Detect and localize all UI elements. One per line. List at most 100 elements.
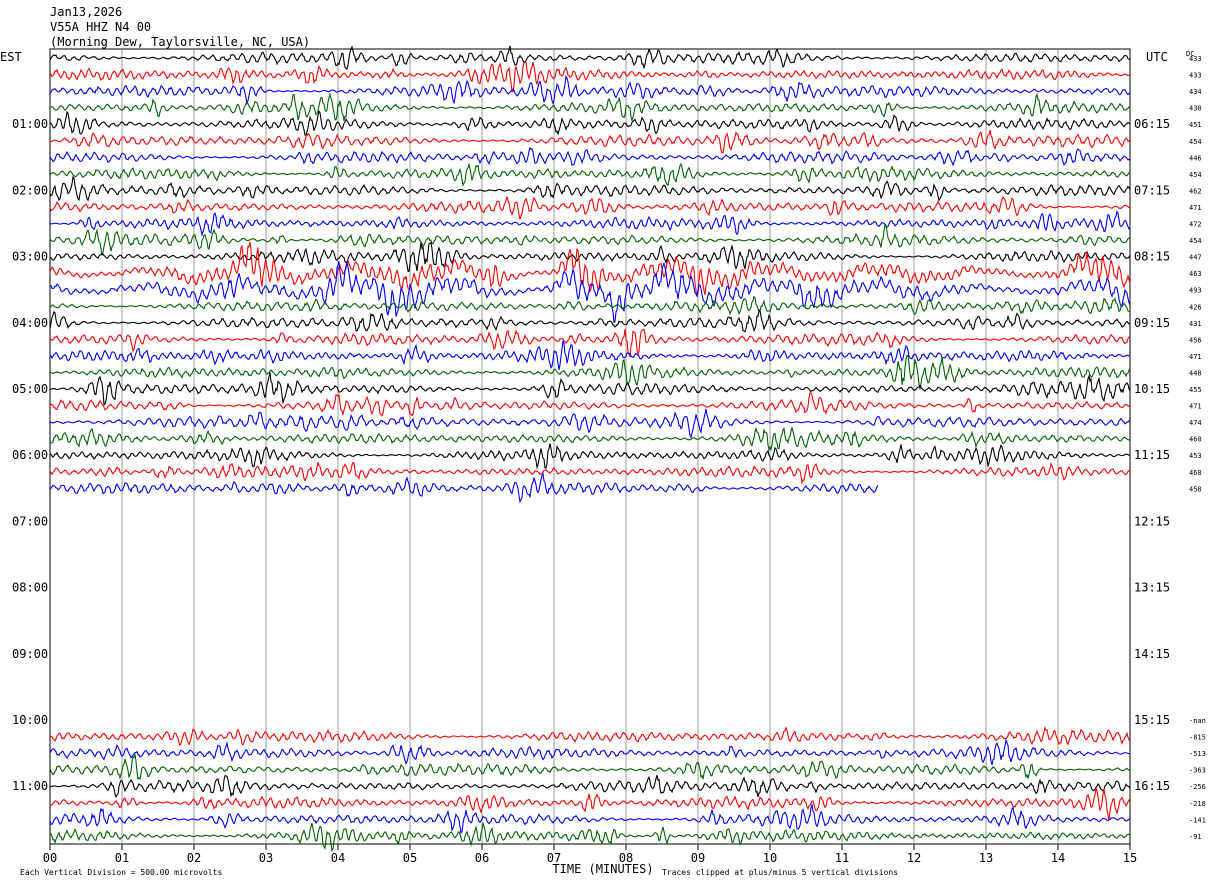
est-hour-label: 02:00 [12, 183, 48, 197]
trace-line [49, 223, 1131, 256]
trace-line [49, 425, 1131, 452]
seismic-traces [49, 45, 1131, 853]
utc-hour-labels: 06:15 07:15 08:15 09:15 10:15 11:15 12:15 13:15… [1134, 117, 1170, 793]
trace-line [49, 328, 1131, 358]
dc-offset-label: 433 [1189, 72, 1202, 80]
trace-line [49, 354, 1131, 390]
est-hour-label: 04:00 [12, 316, 48, 330]
dc-offset-label: 474 [1189, 419, 1202, 427]
x-tick-label: 04 [331, 851, 345, 865]
trace-line [49, 210, 1131, 237]
dc-offset-label: 456 [1189, 336, 1202, 344]
utc-hour-label: 12:15 [1134, 514, 1170, 528]
dc-offset-label: 451 [1189, 121, 1202, 129]
dc-offset-label: 455 [1189, 386, 1202, 394]
trace-line [49, 737, 1131, 766]
trace-line [49, 242, 1131, 273]
trace-line [49, 752, 1131, 781]
trace-line [49, 130, 1131, 154]
utc-hour-label: 08:15 [1134, 250, 1170, 264]
est-hour-label: 08:00 [12, 581, 48, 595]
est-hour-label: 10:00 [12, 713, 48, 727]
utc-hour-label: 07:15 [1134, 183, 1170, 197]
trace-line [49, 340, 1131, 370]
est-axis-label: EST [0, 50, 22, 64]
minute-gridlines [121, 49, 1059, 844]
dc-offset-label: -141 [1189, 816, 1206, 824]
est-hour-label: 01:00 [12, 117, 48, 131]
dc-offset-label: -256 [1189, 783, 1206, 791]
trace-line [49, 241, 1131, 297]
dc-offset-label: 431 [1189, 320, 1202, 328]
x-tick-label: 14 [1051, 851, 1065, 865]
trace-line [49, 472, 879, 504]
x-tick-label: 06 [475, 851, 489, 865]
x-tick-label: 05 [403, 851, 417, 865]
trace-line [49, 75, 1131, 106]
trace-line [49, 196, 1131, 220]
dc-offset-label: 426 [1189, 303, 1202, 311]
x-axis-ticks: 00 01 02 03 04 05 06 07 08 09 10 11 12 13 14 15 [43, 844, 1137, 865]
utc-hour-label: 13:15 [1134, 581, 1170, 595]
dc-offset-label: 454 [1189, 237, 1202, 245]
trace-line [49, 774, 1131, 799]
x-axis-title: TIME (MINUTES) [552, 862, 653, 876]
trace-line [49, 109, 1131, 136]
x-tick-label: 07 [547, 851, 561, 865]
dc-offset-label: -815 [1189, 734, 1206, 742]
dc-offset-label: 468 [1189, 469, 1202, 477]
trace-line [49, 802, 1131, 834]
x-tick-label: 11 [835, 851, 849, 865]
utc-hour-label: 06:15 [1134, 117, 1170, 131]
utc-hour-label: 10:15 [1134, 382, 1170, 396]
dc-offset-label: 448 [1189, 369, 1202, 377]
est-hour-label: 03:00 [12, 250, 48, 264]
plot-frame [49, 48, 1131, 845]
est-hour-label: 11:00 [12, 779, 48, 793]
clip-note: Traces clipped at plus/minus 5 vertical … [662, 868, 898, 877]
dc-label: DC [1186, 50, 1194, 58]
header-station: V55A HHZ N4 00 [50, 20, 151, 34]
utc-hour-label: 14:15 [1134, 647, 1170, 661]
dc-offset-label: 434 [1189, 88, 1202, 96]
dc-offset-label: 454 [1189, 138, 1202, 146]
x-tick-label: 09 [691, 851, 705, 865]
dc-offset-label: 447 [1189, 254, 1202, 262]
utc-hour-label: 16:15 [1134, 779, 1170, 793]
est-hour-label: 06:00 [12, 448, 48, 462]
x-tick-label: 02 [187, 851, 201, 865]
est-hour-labels: 01:00 02:00 03:00 04:00 05:00 06:00 07:00 08:00… [12, 117, 48, 793]
dc-offset-label: 463 [1189, 270, 1202, 278]
dc-offset-label: 454 [1189, 171, 1202, 179]
dc-offset-label: -218 [1189, 800, 1206, 808]
trace-line [49, 308, 1131, 333]
trace-line [49, 822, 1131, 853]
dc-offset-label: -nan [1189, 717, 1206, 725]
dc-offset-label: 453 [1189, 452, 1202, 460]
dc-offset-label: 471 [1189, 353, 1202, 361]
trace-line [49, 92, 1131, 122]
x-tick-label: 01 [115, 851, 129, 865]
dc-offset-label: 471 [1189, 403, 1202, 411]
dc-offset-label: -513 [1189, 750, 1206, 758]
x-tick-label: 03 [259, 851, 273, 865]
x-tick-label: 15 [1123, 851, 1137, 865]
trace-line [49, 260, 1131, 324]
dc-offset-label: 433 [1189, 55, 1202, 63]
division-note: Each Vertical Division = 500.00 microvol… [20, 868, 222, 877]
trace-line [49, 61, 1131, 93]
trace-line [49, 45, 1131, 70]
x-tick-label: 13 [979, 851, 993, 865]
dc-offset-label: 471 [1189, 204, 1202, 212]
utc-hour-label: 09:15 [1134, 316, 1170, 330]
x-tick-label: 12 [907, 851, 921, 865]
est-hour-label: 09:00 [12, 647, 48, 661]
trace-line [49, 725, 1131, 747]
dc-offset-label: 472 [1189, 221, 1202, 229]
trace-line [49, 372, 1131, 406]
est-hour-label: 07:00 [12, 514, 48, 528]
header-date: Jan13,2026 [50, 5, 122, 19]
dc-offset-label: -91 [1189, 833, 1202, 841]
dc-offset-labels: 433 433 434 430 451 454 446 454 462 471 472 454 447 4… [1189, 55, 1206, 841]
